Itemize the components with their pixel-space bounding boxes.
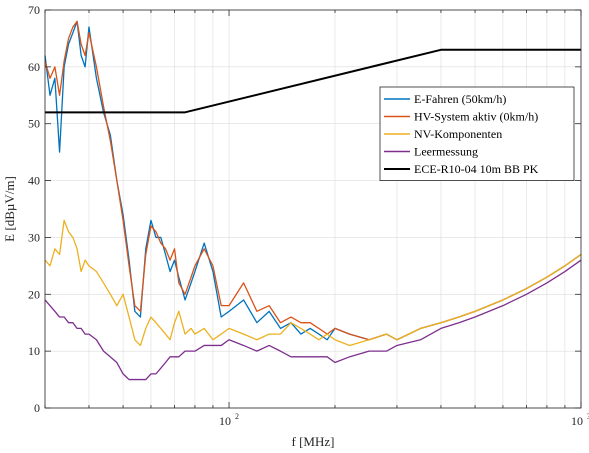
legend-label-4: Leermessung (414, 145, 478, 159)
legend-label-5: ECE-R10-04 10m BB PK (414, 162, 539, 176)
series-layer (44, 20, 582, 381)
y-tick-label: 50 (28, 117, 40, 131)
series-line-3 (44, 219, 582, 347)
legend: E-Fahren (50km/h) HV-System aktiv (0km/h)… (379, 86, 575, 181)
x-tick-label: 10 (571, 414, 583, 428)
legend-label-2: HV-System aktiv (0km/h) (414, 110, 538, 124)
y-axis-title: E [dBµV/m] (2, 176, 17, 242)
y-tick-label: 0 (34, 401, 40, 415)
y-tick-label: 60 (28, 60, 40, 74)
plot-background (45, 10, 581, 408)
y-tick-label: 70 (28, 3, 40, 17)
legend-box (379, 86, 575, 181)
series-line-4 (44, 259, 582, 381)
plot-frame (44, 9, 582, 409)
legend-label-1: E-Fahren (50km/h) (414, 92, 506, 106)
x-tick-label: 10 (219, 414, 231, 428)
series-line-5 (45, 48, 581, 114)
axis-ticks: 0 10 20 30 40 50 60 70 10 2 10 3 (28, 3, 589, 428)
legend-label-3: NV-Komponenten (414, 127, 502, 141)
x-axis-title: f [MHz] (292, 434, 335, 449)
x-tick-label-exponent: 3 (587, 412, 589, 421)
y-tick-label: 30 (28, 230, 40, 244)
y-tick-label: 40 (28, 174, 40, 188)
x-tick-label-exponent: 2 (235, 412, 239, 421)
y-tick-label: 10 (28, 344, 40, 358)
y-tick-label: 20 (28, 287, 40, 301)
